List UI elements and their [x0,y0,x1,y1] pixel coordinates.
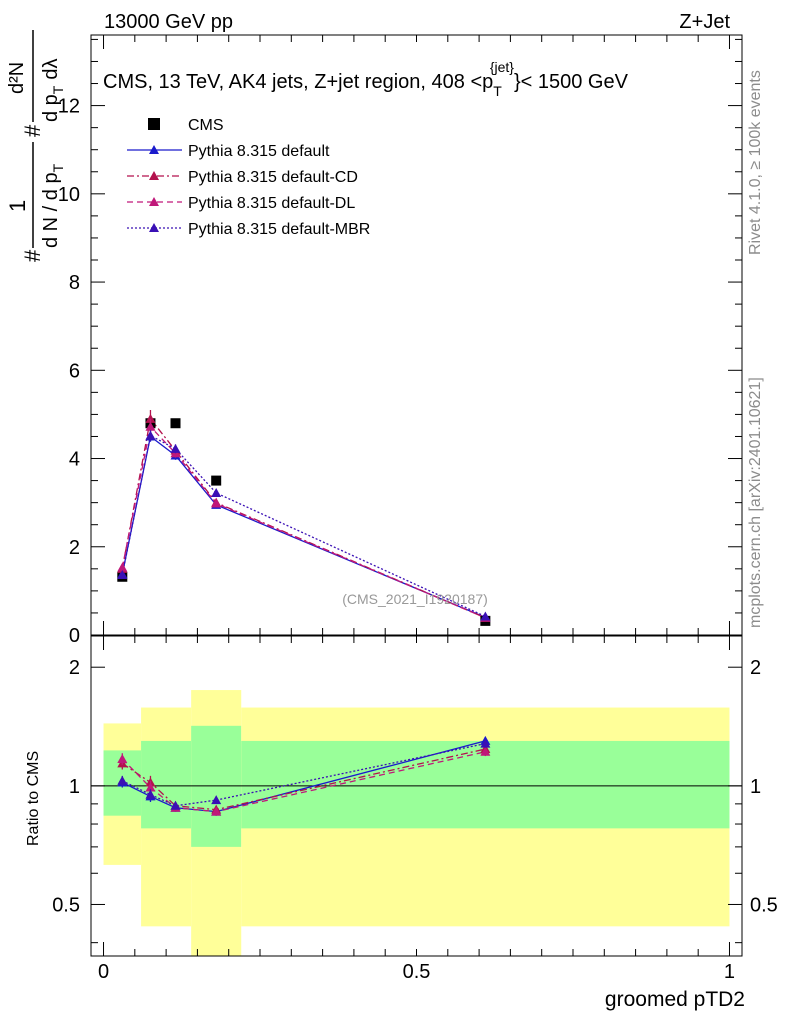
svg-text:#: # [20,124,45,137]
ratio-line-1 [121,748,486,811]
ratio-point-3 [170,800,181,810]
svg-text:#: # [20,249,45,262]
ratio-plot-panel: 0.5 0.5 1 1 2 2 0 0.5 1 [52,635,778,983]
ratio-line-3 [122,742,486,807]
data-point-4 [211,487,222,497]
data-point-cms [170,418,181,429]
ratio-point-2 [145,782,156,792]
legend-entry: Pythia 8.315 default-CD [127,169,358,186]
data-point-3 [145,421,156,431]
svg-text:d²N: d²N [6,62,28,94]
main-ytick-label: 0 [69,625,80,647]
analysis-watermark: (CMS_2021_I1920187) [342,591,488,607]
main-ytick-label: 10 [58,184,80,206]
series-line-3 [121,425,486,619]
main-ytick-label: 12 [58,96,80,118]
ratio-ytick-label-right: 0.5 [750,894,778,916]
ratio-ytick-label-left: 1 [69,776,80,798]
legend-marker [149,197,159,206]
xtick-label: 1 [724,961,735,983]
data-point-4 [480,611,491,621]
legend-label: Pythia 8.315 default-CD [188,169,358,186]
uncertainty-band-inner [191,725,242,847]
mcplots-label: mcplots.cern.ch [arXiv:2401.10621] [747,377,764,628]
ratio-point-2 [117,753,128,763]
xtick-label: 0 [98,961,109,983]
legend-entry: CMS [148,117,224,134]
legend: CMS Pythia 8.315 default Pythia 8.315 defa… [127,117,370,238]
ratio-ytick-label-right: 2 [750,657,761,679]
svg-text:d pTdλ: d pTdλ [40,59,66,123]
legend-entry: Pythia 8.315 default-DL [127,195,355,212]
ratio-ylabel: Ratio to CMS [25,751,42,846]
legend-label: Pythia 8.315 default-DL [188,195,355,212]
legend-entry: Pythia 8.315 default [127,143,330,160]
data-point-cms [211,475,222,486]
legend-marker [148,118,160,130]
main-plot-panel: 0 2 4 6 8 10 12 [58,34,743,647]
legend-marker [149,171,159,180]
legend-marker [149,145,159,154]
data-point-4 [117,570,128,579]
ratio-point-3 [211,795,222,805]
data-point-4 [170,443,181,453]
header-left: 13000 GeV pp [104,11,233,33]
header-right: Z+Jet [679,11,730,33]
svg-text:d N / d pT: d N / d pT [40,163,66,248]
legend-entry: Pythia 8.315 default-MBR [127,221,370,238]
svg-text:1: 1 [5,200,30,212]
data-point-3 [117,562,128,572]
main-ytick-label: 6 [69,360,80,382]
data-point-4 [145,430,156,440]
main-ytick-label: 2 [69,537,80,559]
data-point-2 [145,413,156,423]
rivet-label: Rivet 4.1.0, ≥ 100k events [747,70,764,255]
xtick-label: 0.5 [403,961,431,983]
main-ytick-label: 4 [69,449,80,471]
data-point-3 [211,498,222,508]
ratio-point-3 [480,738,491,748]
ratio-ytick-label-left: 2 [69,657,80,679]
plot-title: CMS, 13 TeV, AK4 jets, Z+jet region, 408… [103,59,629,99]
ratio-point-3 [145,789,156,799]
legend-marker [149,223,159,232]
main-ytick-label: 8 [69,272,80,294]
ratio-ytick-label-right: 1 [750,776,761,798]
ratio-point-2 [211,806,222,816]
ratio-point-3 [117,775,128,785]
ratio-ytick-label-left: 0.5 [52,894,80,916]
series-line-4 [121,434,486,618]
ratio-point-2 [480,746,491,756]
legend-label: Pythia 8.315 default [188,143,330,160]
main-ylabel: # 1 d N / d pT # d²N d pTdλ [5,30,66,262]
xaxis-label: groomed pTD2 [605,988,745,1011]
legend-label: CMS [188,117,224,134]
legend-label: Pythia 8.315 default-MBR [188,221,370,238]
